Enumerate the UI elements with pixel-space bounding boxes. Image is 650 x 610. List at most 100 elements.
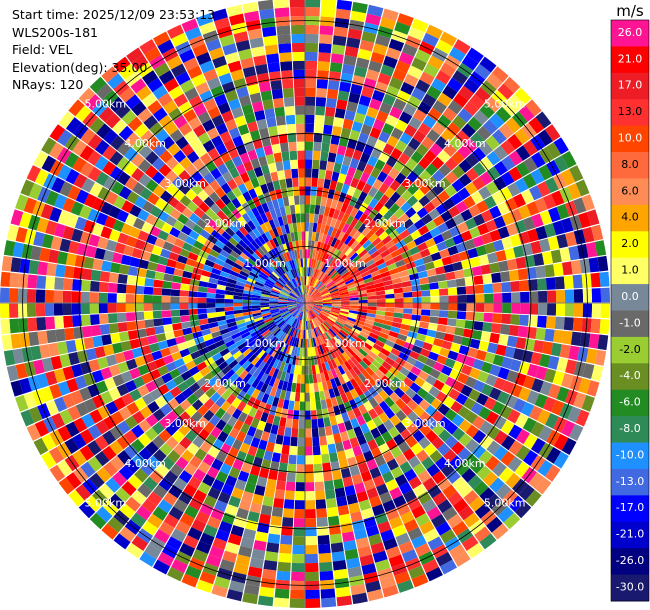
velocity-gate	[305, 518, 317, 528]
velocity-gate	[433, 338, 444, 348]
velocity-gate	[570, 260, 582, 275]
velocity-gate	[329, 286, 338, 292]
velocity-gate	[401, 549, 418, 563]
velocity-gate	[295, 287, 301, 296]
velocity-gate	[182, 242, 193, 252]
velocity-gate	[152, 85, 168, 100]
velocity-gate	[211, 8, 228, 22]
velocity-gate	[212, 335, 223, 343]
velocity-gate	[471, 147, 486, 162]
velocity-gate	[275, 480, 286, 491]
velocity-gate	[384, 239, 396, 250]
velocity-gate	[251, 356, 260, 366]
velocity-gate	[290, 436, 298, 447]
velocity-gate	[475, 303, 485, 313]
velocity-gate	[308, 320, 312, 330]
velocity-gate	[451, 179, 465, 192]
velocity-gate	[399, 132, 413, 145]
velocity-gate	[313, 298, 323, 302]
velocity-gate	[314, 259, 319, 269]
velocity-gate	[341, 383, 350, 394]
velocity-gate	[489, 262, 500, 274]
velocity-gate	[233, 291, 243, 297]
velocity-gate	[376, 110, 389, 123]
velocity-gate	[351, 271, 361, 279]
velocity-gate	[257, 595, 274, 607]
velocity-gate	[167, 142, 181, 157]
velocity-gate	[332, 469, 342, 481]
velocity-gate	[206, 298, 216, 303]
velocity-gate	[358, 293, 368, 298]
velocity-gate	[309, 310, 315, 319]
velocity-gate	[322, 306, 332, 310]
velocity-gate	[278, 552, 292, 563]
velocity-gate	[251, 310, 262, 315]
velocity-gate	[345, 261, 354, 270]
velocity-gate	[0, 303, 10, 319]
velocity-gate	[312, 293, 321, 299]
velocity-gate	[131, 153, 145, 168]
velocity-gate	[368, 363, 379, 373]
velocity-gate	[178, 169, 191, 183]
velocity-gate	[414, 543, 431, 557]
velocity-gate	[321, 243, 328, 253]
velocity-gate	[273, 378, 280, 389]
velocity-gate	[403, 303, 413, 309]
velocity-gate	[307, 240, 312, 250]
velocity-gate	[116, 383, 129, 397]
velocity-gate	[116, 283, 127, 294]
velocity-gate	[271, 337, 279, 347]
velocity-gate	[315, 96, 327, 107]
velocity-gate	[267, 263, 275, 272]
velocity-gate	[264, 551, 279, 562]
velocity-gate	[323, 206, 331, 217]
velocity-gate	[236, 194, 247, 206]
velocity-gate	[207, 106, 221, 119]
velocity-gate	[523, 450, 538, 467]
velocity-gate	[215, 143, 228, 156]
velocity-gate	[152, 484, 168, 499]
velocity-gate	[181, 277, 191, 285]
velocity-gate	[87, 166, 102, 182]
velocity-gate	[287, 300, 297, 303]
velocity-gate	[214, 339, 225, 348]
velocity-gate	[294, 509, 305, 519]
velocity-gate	[534, 393, 548, 409]
velocity-gate	[474, 312, 485, 322]
velocity-gate	[288, 241, 294, 251]
velocity-gate	[403, 519, 419, 533]
velocity-gate	[363, 322, 374, 329]
velocity-gate	[429, 316, 439, 324]
velocity-gate	[302, 347, 305, 357]
velocity-gate	[410, 442, 424, 456]
velocity-gate	[268, 433, 277, 444]
velocity-gate	[447, 513, 463, 529]
velocity-gate	[521, 350, 534, 363]
velocity-gate	[143, 476, 158, 491]
velocity-gate	[327, 329, 335, 338]
velocity-gate	[345, 380, 355, 391]
velocity-gate	[312, 294, 321, 299]
velocity-gate	[339, 329, 349, 337]
velocity-gate	[255, 147, 266, 158]
velocity-gate	[100, 201, 113, 216]
velocity-gate	[545, 177, 559, 194]
velocity-gate	[228, 580, 245, 593]
velocity-gate	[530, 240, 542, 255]
velocity-gate	[280, 333, 287, 342]
velocity-gate	[178, 182, 191, 195]
velocity-gate	[80, 128, 96, 145]
velocity-gate	[457, 294, 467, 303]
velocity-gate	[153, 559, 171, 575]
velocity-gate	[310, 338, 315, 348]
velocity-gate	[105, 191, 119, 205]
velocity-gate	[384, 198, 395, 210]
velocity-gate	[269, 297, 279, 301]
velocity-gate	[421, 213, 433, 225]
velocity-gate	[331, 273, 340, 281]
velocity-gate	[80, 303, 90, 315]
velocity-gate	[283, 324, 291, 334]
velocity-gate	[395, 338, 406, 347]
velocity-gate	[184, 87, 199, 101]
velocity-gate	[305, 51, 318, 62]
